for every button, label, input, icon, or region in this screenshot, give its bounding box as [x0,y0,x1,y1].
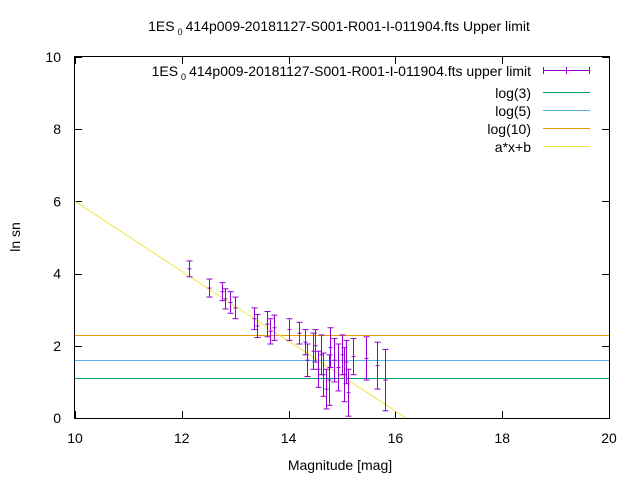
legend-label-fit: a*x+b [495,139,531,155]
data-point [323,368,330,410]
data-point [304,343,311,377]
y-axis-label: ln sn [7,222,23,252]
y-tick-label: 8 [53,121,61,137]
legend-label-log5: log(5) [495,103,531,119]
x-tick-label: 10 [67,430,83,446]
data-point [219,282,226,302]
data-point [382,348,389,412]
data-point [320,352,327,397]
data-point [335,343,342,392]
x-tick-label: 18 [494,430,510,446]
data-point [296,321,303,345]
legend-label-log10: log(10) [487,121,531,137]
legend-sample-observations [543,67,590,74]
data-point [326,354,333,406]
y-tick-label: 6 [53,193,61,209]
data-point [286,318,293,341]
data-point [363,336,370,381]
data-point [186,260,193,278]
data-point [350,338,357,376]
data-point [374,341,381,390]
x-tick-label: 20 [601,430,617,446]
plot-frame [74,56,610,419]
data-point [227,291,234,314]
y-tick-label: 0 [53,410,61,426]
x-tick-label: 16 [388,430,404,446]
data-point [264,311,271,338]
data-point [232,296,239,320]
data-point [206,278,213,298]
x-tick-label: 12 [174,430,190,446]
x-axis-label: Magnitude [mag] [288,457,392,473]
data-point [312,329,319,363]
fit-line [74,200,407,419]
y-tick-label: 10 [45,49,61,65]
legend-label-observations: 1ES 0 414p009-20181127-S001-R001-I-011904.… [152,63,532,82]
legend: 1ES 0 414p009-20181127-S001-R001-I-011904.… [152,63,590,155]
y-tick-label: 4 [53,266,61,282]
y-tick-label: 2 [53,338,61,354]
x-tick-label: 14 [281,430,297,446]
chart-title: 1ES 0 414p009-20181127-S001-R001-I-011904.… [148,18,530,37]
data-point [327,327,334,368]
data-point [251,307,258,331]
data-point [341,347,348,403]
data-point [267,318,274,345]
data-point [345,368,352,417]
data-point [222,288,229,310]
data-point [331,338,338,383]
data-point [254,313,261,338]
data-point [271,314,278,341]
data-point [315,350,322,388]
legend-label-log3: log(3) [495,85,531,101]
